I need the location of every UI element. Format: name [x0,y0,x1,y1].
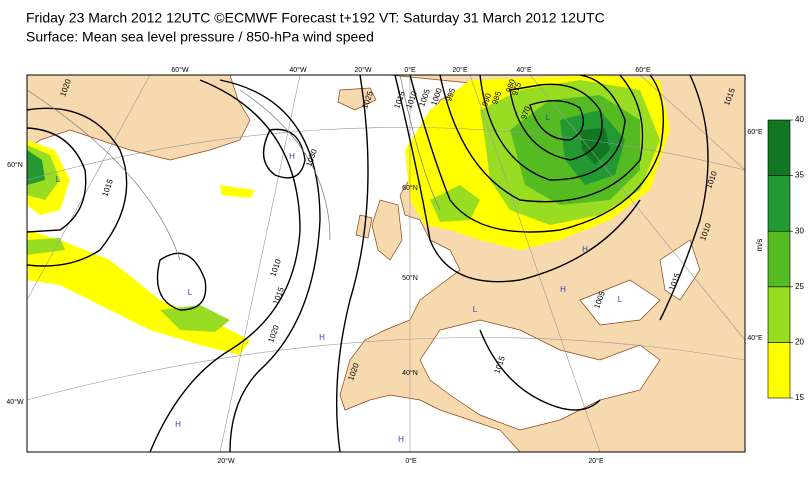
graticule [27,75,745,452]
pressure-centre: L [56,175,61,184]
graticule-label: 40°E [747,334,763,342]
map-frame [26,74,746,453]
graticule-label: 20°E [588,457,604,465]
graticule-label: 60°W [171,66,189,74]
pressure-centre: H [560,285,566,294]
colorbar-unit: m/s [755,239,764,252]
pressure-centre: H [175,420,181,429]
isobar-label: 970 [519,105,532,121]
colorbar-tick-label: 40 [795,115,804,124]
isobar-label: 990 [480,92,493,108]
isobar-label: 995 [444,87,457,103]
isobars [27,75,709,452]
graticule-label: 20°W [217,457,235,465]
graticule-label: 40°W [6,398,24,406]
header-line-1: Friday 23 March 2012 12UTC ©ECMWF Foreca… [26,10,605,26]
colorbar-tick-label: 20 [795,338,804,347]
pressure-centre: L [188,288,193,297]
colorbar-band [767,230,791,288]
thin-isobars [27,75,441,261]
header-line-2: Surface: Mean sea level pressure / 850-h… [26,29,374,45]
graticule-label: 0°E [404,66,416,74]
colorbar-band [767,175,791,232]
colorbar-tick-label: 35 [795,171,804,180]
map-body: 60°N50°N40°N1020101510101015102010201030… [27,75,745,452]
pressure-centre: H [289,152,295,161]
graticule-label: 20°E [452,66,468,74]
pressure-centre: H [319,333,325,342]
inland-seas [419,239,701,431]
graticule-label: 20°W [354,66,372,74]
pressure-centre: H [582,245,588,254]
isobar-label: 980 [504,78,517,94]
wind-speed-shading [27,75,670,355]
colorbar-band [767,119,791,176]
pressure-centre: H [398,435,404,444]
graticule-label: 60°E [635,66,651,74]
pressure-centre: L [473,305,478,314]
graticule-label: 0°E [405,457,417,465]
graticule-label: 40°N [402,369,418,377]
graticule-label: 60°E [747,128,763,136]
graticule-label: 60°N [402,184,418,192]
colorbar-tick-label: 25 [795,282,804,291]
graticule-label: 40°W [289,66,307,74]
graticule-label: 60°N [7,161,23,169]
pressure-centre: L [546,113,551,122]
colorbar-tick-label: 30 [795,226,804,235]
isobar-label: 975 [510,81,523,97]
colorbar-band [767,342,791,399]
pressure-centre: L [618,295,623,304]
colorbar-band [767,286,791,343]
isobar-label: 985 [490,90,503,106]
graticule-label: 50°N [402,274,418,282]
graticule-label: 40°E [516,66,532,74]
colorbar-tick-label: 15 [795,393,804,402]
